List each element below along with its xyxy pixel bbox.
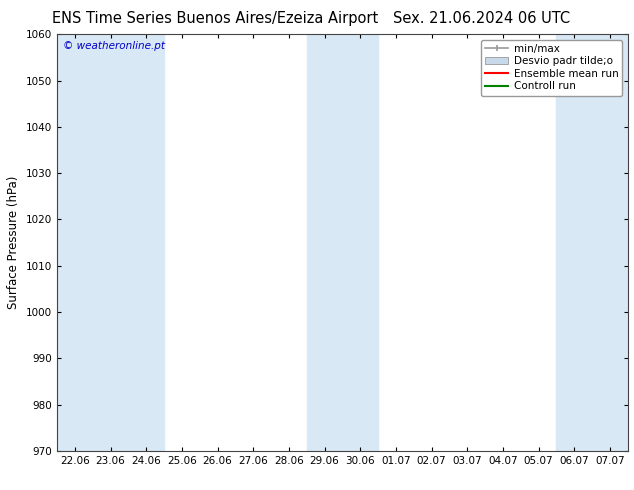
Bar bbox=[307, 34, 378, 451]
Legend: min/max, Desvio padr tilde;o, Ensemble mean run, Controll run: min/max, Desvio padr tilde;o, Ensemble m… bbox=[481, 40, 623, 96]
Text: © weatheronline.pt: © weatheronline.pt bbox=[63, 41, 165, 50]
Bar bbox=[57, 34, 164, 451]
Text: ENS Time Series Buenos Aires/Ezeiza Airport: ENS Time Series Buenos Aires/Ezeiza Airp… bbox=[53, 11, 378, 26]
Bar bbox=[557, 34, 628, 451]
Y-axis label: Surface Pressure (hPa): Surface Pressure (hPa) bbox=[8, 176, 20, 309]
Text: Sex. 21.06.2024 06 UTC: Sex. 21.06.2024 06 UTC bbox=[393, 11, 571, 26]
